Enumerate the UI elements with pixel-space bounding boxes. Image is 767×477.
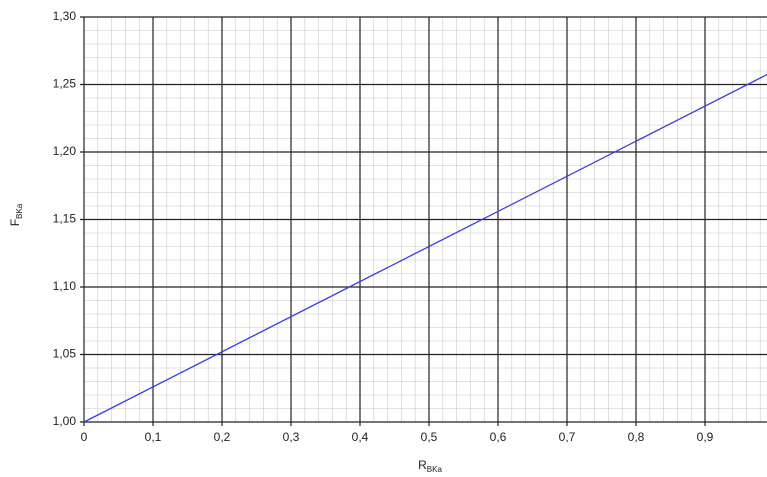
- x-tick-label: 0,2: [214, 430, 231, 444]
- x-label-sub: BKa: [427, 465, 443, 474]
- x-tick-label: 0,6: [490, 430, 507, 444]
- y-tick-label: 1,00: [53, 414, 77, 428]
- y-tick-label: 1,10: [53, 279, 77, 293]
- chart: RBKa FBKa 1,001,051,101,151,201,251,3000…: [0, 0, 767, 477]
- x-label-main: R: [418, 458, 427, 472]
- x-tick-label: 0: [81, 430, 88, 444]
- x-tick-label: 0,9: [697, 430, 714, 444]
- y-tick-label: 1,25: [53, 77, 77, 91]
- x-tick-label: 0,7: [559, 430, 576, 444]
- y-tick-label: 1,15: [53, 212, 77, 226]
- y-tick-label: 1,20: [53, 144, 77, 158]
- x-tick-label: 0,5: [421, 430, 438, 444]
- x-tick-label: 0,3: [283, 430, 300, 444]
- y-axis-label: FBKa: [8, 203, 24, 226]
- x-tick-label: 0,8: [628, 430, 645, 444]
- x-tick-label: 0,4: [352, 430, 369, 444]
- x-tick-label: 0,1: [145, 430, 162, 444]
- y-label-sub: BKa: [15, 203, 24, 219]
- x-axis-label: RBKa: [418, 458, 442, 474]
- y-label-main: F: [8, 219, 22, 226]
- y-tick-label: 1,05: [53, 347, 77, 361]
- y-tick-label: 1,30: [53, 9, 77, 23]
